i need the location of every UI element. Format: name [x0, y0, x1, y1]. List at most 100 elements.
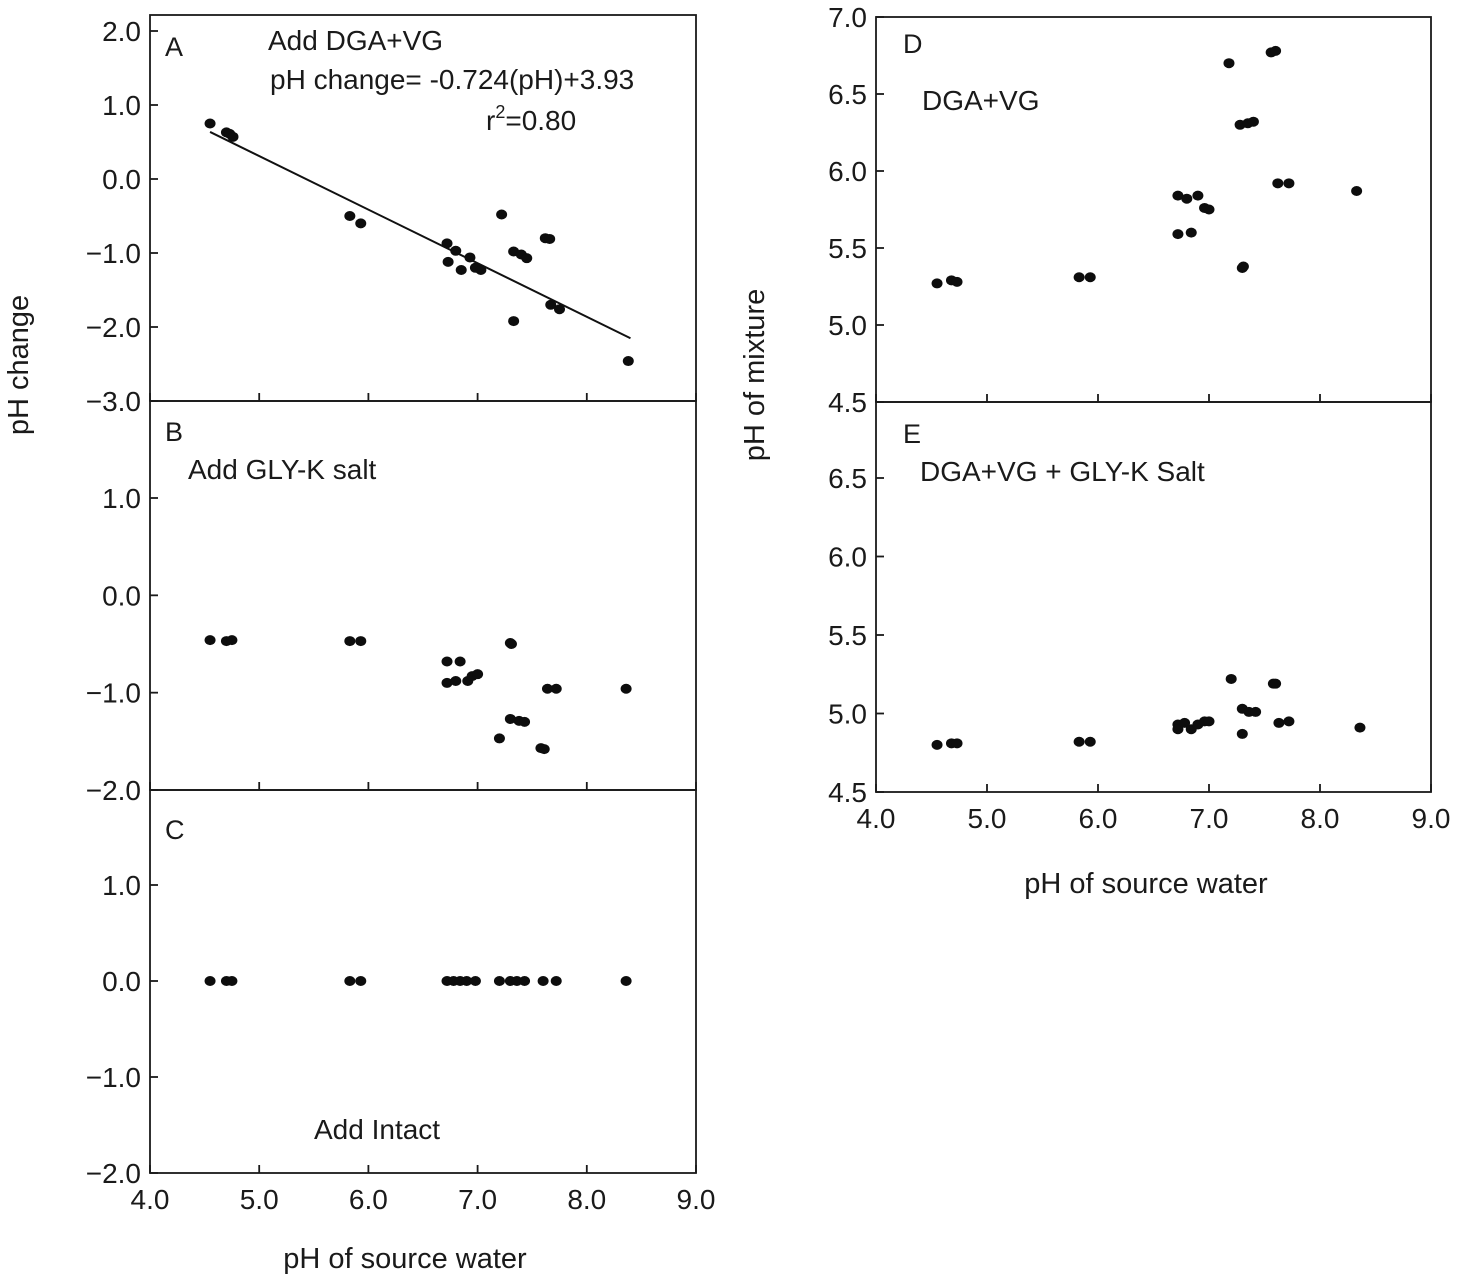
data-point — [541, 683, 553, 694]
panel-e-x-tick-label: 5.0 — [968, 803, 1007, 834]
data-point — [1283, 178, 1295, 189]
data-point — [521, 253, 533, 264]
data-point — [475, 265, 487, 276]
panel-a-title: Add DGA+VG — [268, 25, 443, 56]
data-point — [450, 245, 462, 256]
data-point — [504, 713, 516, 724]
data-point — [441, 656, 453, 667]
panel-b-letter: B — [165, 417, 183, 447]
data-point — [355, 218, 367, 229]
panel-b-y-tick-label: −1.0 — [86, 678, 141, 709]
panel-c-x-tick-label: 7.0 — [458, 1184, 497, 1215]
data-point — [472, 669, 484, 680]
panel-c-letter: C — [165, 815, 185, 845]
data-point — [519, 976, 531, 986]
data-point — [442, 256, 454, 267]
panel-c-y-tick-label: −2.0 — [86, 1158, 141, 1189]
panel-e-x-tick-label: 8.0 — [1301, 803, 1340, 834]
data-point — [951, 276, 963, 287]
panel-a-marks: −3.0 −2.0 −1.0 0.0 1.0 2.0 — [86, 16, 697, 417]
data-point — [469, 976, 481, 986]
panel-c-x-tick-label: 4.0 — [131, 1184, 170, 1215]
data-point — [1236, 728, 1248, 739]
data-point — [1181, 193, 1193, 204]
panel-c-y-tick-label: −1.0 — [86, 1062, 141, 1093]
data-point — [1185, 227, 1197, 238]
panel-a: A Add DGA+VG pH change= -0.724(pH)+3.93 … — [86, 14, 697, 417]
data-point — [1272, 178, 1284, 189]
left-x-axis-title: pH of source water — [283, 1243, 527, 1275]
panel-d: D DGA+VG 4.5 5.0 5.5 6.0 6.5 7.0 — [828, 2, 1432, 418]
data-point — [620, 683, 632, 694]
panel-c-marks: −2.0 −1.0 0.0 1.0 4.0 5.0 6.0 7.0 8.0 9.0 — [86, 870, 716, 1215]
right-y-axis-title: pH of mixture — [739, 289, 771, 461]
data-point — [204, 635, 216, 646]
data-point — [544, 233, 556, 244]
data-point — [1273, 717, 1285, 728]
data-point — [461, 976, 473, 986]
data-point — [1084, 736, 1096, 747]
data-point — [441, 238, 453, 249]
panel-e-x-tick-label: 7.0 — [1190, 803, 1229, 834]
r2-prefix: r — [486, 105, 495, 136]
data-point — [620, 976, 632, 986]
data-point — [519, 716, 531, 727]
data-point — [622, 356, 634, 367]
data-point — [464, 252, 476, 263]
data-point — [1172, 724, 1184, 735]
panel-a-y-tick-label: 0.0 — [102, 164, 141, 195]
data-point — [204, 118, 216, 129]
panel-a-letter: A — [165, 32, 183, 62]
panel-d-letter: D — [903, 29, 923, 59]
panel-e-y-tick-label: 5.5 — [828, 620, 867, 651]
data-point — [1223, 58, 1235, 69]
panel-e-y-tick-label: 5.0 — [828, 699, 867, 730]
data-point — [227, 131, 239, 142]
data-point — [550, 976, 562, 986]
panel-e-marks: 4.5 5.0 5.5 6.0 6.5 4.0 5.0 6.0 7.0 8.0 9.0 — [828, 463, 1450, 834]
panel-d-y-tick-label: 4.5 — [828, 387, 867, 418]
panel-c-x-tick-label: 5.0 — [240, 1184, 279, 1215]
data-point — [204, 976, 216, 986]
data-point — [493, 976, 505, 986]
data-point — [344, 976, 356, 986]
panel-e-y-tick-label: 6.5 — [828, 463, 867, 494]
panel-e-x-tick-label: 6.0 — [1079, 803, 1118, 834]
data-point — [1192, 190, 1204, 201]
data-point — [226, 976, 238, 986]
panel-a-y-tick-label: 1.0 — [102, 90, 141, 121]
data-point — [355, 976, 367, 986]
data-point — [1354, 722, 1366, 733]
panel-d-y-tick-label: 7.0 — [828, 2, 867, 33]
panel-e-x-tick-label: 9.0 — [1412, 803, 1451, 834]
panel-b-y-tick-label: 0.0 — [102, 580, 141, 611]
data-point — [454, 656, 466, 667]
panel-a-equation: pH change= -0.724(pH)+3.93 — [270, 64, 634, 95]
data-point — [496, 209, 508, 220]
data-point — [1247, 116, 1259, 127]
panel-a-y-tick-label: −3.0 — [86, 386, 141, 417]
data-point — [344, 211, 356, 221]
data-point — [450, 675, 462, 686]
panel-d-y-tick-label: 6.0 — [828, 156, 867, 187]
panel-c-y-tick-label: 1.0 — [102, 870, 141, 901]
panel-e-letter: E — [903, 419, 921, 449]
panel-a-y-tick-label: 2.0 — [102, 16, 141, 47]
panel-b-marks: −2.0 −1.0 0.0 1.0 — [86, 483, 697, 806]
panel-e-frame — [875, 401, 1432, 793]
data-point — [1237, 261, 1249, 272]
panel-c-x-tick-label: 8.0 — [567, 1184, 606, 1215]
data-point — [951, 738, 963, 749]
panel-d-y-tick-label: 5.5 — [828, 233, 867, 264]
panel-b-title: Add GLY-K salt — [188, 454, 377, 485]
panel-c-title: Add Intact — [314, 1114, 440, 1145]
data-point — [1172, 229, 1184, 240]
panel-c: C Add Intact −2.0 −1.0 0.0 1.0 4.0 5.0 6.0 7.0 8… — [86, 789, 716, 1215]
panel-c-x-tick-label: 9.0 — [677, 1184, 716, 1215]
panel-e-title: DGA+VG + GLY-K Salt — [920, 456, 1205, 487]
data-point — [1283, 716, 1295, 727]
data-point — [355, 636, 367, 647]
data-point — [931, 278, 943, 289]
data-point — [1179, 717, 1191, 728]
